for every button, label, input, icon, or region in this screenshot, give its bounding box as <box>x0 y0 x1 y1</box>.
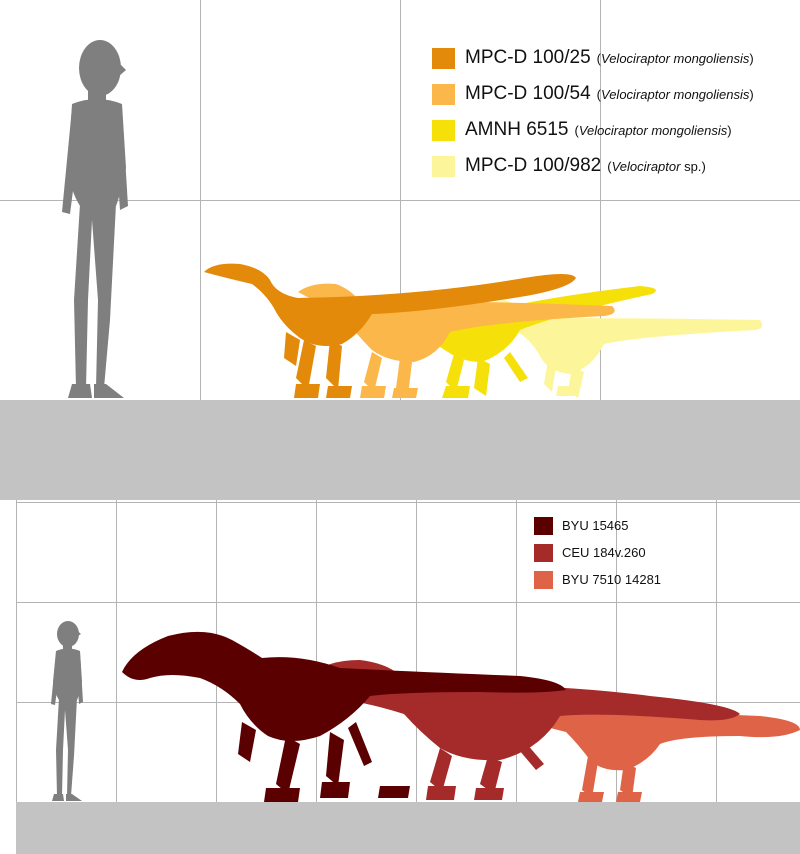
legend-swatch <box>534 516 553 535</box>
legend-item: BYU 15465 <box>534 512 661 539</box>
legend-specimen-code: BYU 15465 <box>562 518 629 533</box>
legend-specimen-code: MPC-D 100/25 <box>465 47 591 68</box>
legend-item: AMNH 6515 (Velociraptor mongoliensis) <box>432 112 754 148</box>
legend-swatch <box>534 570 553 589</box>
legend-swatch <box>432 83 455 105</box>
human-silhouette <box>51 621 83 801</box>
legend-utahraptor: BYU 15465 CEU 184v.260 BYU 7510 14281 <box>534 512 661 593</box>
legend-item: MPC-D 100/25 (Velociraptor mongoliensis) <box>432 40 754 76</box>
utahraptor-chart-graphic <box>16 500 800 854</box>
legend-species: (Velociraptor mongoliensis) <box>596 50 754 66</box>
legend-swatch <box>432 155 455 177</box>
legend-specimen-code: BYU 7510 14281 <box>562 572 662 587</box>
legend-item: BYU 7510 14281 <box>534 566 661 593</box>
raptor-byu-15465 <box>122 631 566 802</box>
legend-swatch <box>432 119 455 141</box>
legend-swatch <box>534 543 553 562</box>
velociraptor-size-chart: MPC-D 100/25 (Velociraptor mongoliensis)… <box>0 0 800 500</box>
legend-swatch <box>432 47 455 69</box>
legend-item: MPC-D 100/982 (Velociraptor sp.) <box>432 148 754 184</box>
legend-specimen-code: CEU 184v.260 <box>562 545 646 560</box>
legend-item: MPC-D 100/54 (Velociraptor mongoliensis) <box>432 76 754 112</box>
legend-specimen-code: AMNH 6515 <box>465 119 569 140</box>
human-silhouette <box>62 40 128 398</box>
legend-specimen-code: MPC-D 100/982 <box>465 155 602 176</box>
velociraptor-chart-graphic <box>0 0 800 500</box>
raptor-mpcd-100-25 <box>204 263 576 398</box>
legend-specimen-code: MPC-D 100/54 <box>465 83 591 104</box>
ground <box>16 802 800 854</box>
raptor-byu-7510-14281 <box>518 704 800 802</box>
ground <box>0 400 800 500</box>
legend-velociraptor: MPC-D 100/25 (Velociraptor mongoliensis)… <box>432 40 754 184</box>
legend-species: (Velociraptor mongoliensis) <box>574 122 732 138</box>
grid-lines <box>16 500 800 802</box>
utahraptor-size-chart: BYU 15465 CEU 184v.260 BYU 7510 14281 <box>0 500 800 854</box>
legend-species: (Velociraptor sp.) <box>607 158 706 174</box>
legend-species: (Velociraptor mongoliensis) <box>596 86 754 102</box>
legend-item: CEU 184v.260 <box>534 539 661 566</box>
